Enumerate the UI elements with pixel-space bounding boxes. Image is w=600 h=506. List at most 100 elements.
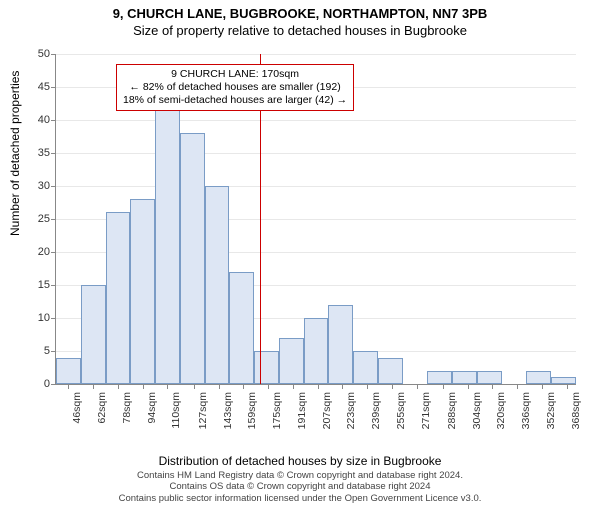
histogram-bar bbox=[229, 272, 254, 384]
histogram-bar bbox=[279, 338, 304, 384]
x-axis-label: Distribution of detached houses by size … bbox=[0, 454, 600, 468]
y-tick-label: 45 bbox=[38, 81, 50, 93]
y-tick-label: 10 bbox=[38, 312, 50, 324]
x-tick-label: 94sqm bbox=[146, 392, 158, 424]
y-tick bbox=[51, 318, 56, 319]
y-tick bbox=[51, 153, 56, 154]
y-tick-label: 30 bbox=[38, 180, 50, 192]
footer-line-3: Contains public sector information licen… bbox=[0, 493, 600, 504]
histogram-bar bbox=[106, 212, 131, 384]
y-axis-label: Number of detached properties bbox=[8, 71, 22, 236]
histogram-bar bbox=[526, 371, 551, 384]
x-tick-label: 288sqm bbox=[446, 392, 458, 429]
x-tick-label: 336sqm bbox=[520, 392, 532, 429]
annotation-line-3: 18% of semi-detached houses are larger (… bbox=[123, 94, 347, 107]
y-tick bbox=[51, 186, 56, 187]
grid-line bbox=[56, 153, 576, 154]
histogram-bar bbox=[205, 186, 230, 384]
y-tick bbox=[51, 120, 56, 121]
y-tick-label: 40 bbox=[38, 114, 50, 126]
x-tick-label: 46sqm bbox=[71, 392, 83, 424]
y-tick-label: 50 bbox=[38, 48, 50, 60]
plot-region: 0510152025303540455046sqm62sqm78sqm94sqm… bbox=[55, 54, 576, 385]
x-tick bbox=[517, 384, 518, 389]
y-tick bbox=[51, 351, 56, 352]
histogram-bar bbox=[551, 377, 576, 384]
y-tick bbox=[51, 219, 56, 220]
chart-area: 0510152025303540455046sqm62sqm78sqm94sqm… bbox=[55, 54, 575, 424]
x-tick-label: 143sqm bbox=[222, 392, 234, 429]
annotation-line-2: ← 82% of detached houses are smaller (19… bbox=[123, 81, 347, 94]
x-tick-label: 223sqm bbox=[345, 392, 357, 429]
histogram-bar bbox=[304, 318, 329, 384]
chart-title-address: 9, CHURCH LANE, BUGBROOKE, NORTHAMPTON, … bbox=[0, 6, 600, 21]
x-tick bbox=[194, 384, 195, 389]
x-tick-label: 175sqm bbox=[271, 392, 283, 429]
x-tick-label: 255sqm bbox=[395, 392, 407, 429]
x-tick-label: 207sqm bbox=[321, 392, 333, 429]
x-tick bbox=[367, 384, 368, 389]
x-tick-label: 352sqm bbox=[545, 392, 557, 429]
x-tick bbox=[93, 384, 94, 389]
x-tick bbox=[219, 384, 220, 389]
x-tick-label: 78sqm bbox=[121, 392, 133, 424]
x-tick bbox=[443, 384, 444, 389]
grid-line bbox=[56, 186, 576, 187]
y-tick-label: 5 bbox=[44, 345, 50, 357]
x-tick bbox=[167, 384, 168, 389]
histogram-bar bbox=[130, 199, 155, 384]
x-tick-label: 320sqm bbox=[495, 392, 507, 429]
y-tick bbox=[51, 87, 56, 88]
y-tick-label: 35 bbox=[38, 147, 50, 159]
x-tick-label: 159sqm bbox=[246, 392, 258, 429]
y-tick-label: 25 bbox=[38, 213, 50, 225]
y-tick-label: 20 bbox=[38, 246, 50, 258]
histogram-bar bbox=[477, 371, 502, 384]
x-tick-label: 191sqm bbox=[296, 392, 308, 429]
x-tick bbox=[118, 384, 119, 389]
y-tick-label: 15 bbox=[38, 279, 50, 291]
footer-line-1: Contains HM Land Registry data © Crown c… bbox=[0, 470, 600, 481]
x-tick-label: 127sqm bbox=[197, 392, 209, 429]
grid-line bbox=[56, 120, 576, 121]
histogram-bar bbox=[328, 305, 353, 384]
chart-title-subtitle: Size of property relative to detached ho… bbox=[0, 23, 600, 38]
histogram-bar bbox=[56, 358, 81, 384]
x-tick bbox=[143, 384, 144, 389]
histogram-bar bbox=[81, 285, 106, 384]
histogram-bar bbox=[254, 351, 279, 384]
grid-line bbox=[56, 54, 576, 55]
histogram-bar bbox=[353, 351, 378, 384]
x-tick bbox=[542, 384, 543, 389]
x-tick-label: 271sqm bbox=[420, 392, 432, 429]
x-tick bbox=[392, 384, 393, 389]
x-tick bbox=[417, 384, 418, 389]
histogram-bar bbox=[427, 371, 452, 384]
y-tick bbox=[51, 285, 56, 286]
x-tick bbox=[318, 384, 319, 389]
x-tick bbox=[567, 384, 568, 389]
x-tick bbox=[243, 384, 244, 389]
x-tick-label: 239sqm bbox=[370, 392, 382, 429]
footer-attribution: Contains HM Land Registry data © Crown c… bbox=[0, 470, 600, 504]
histogram-bar bbox=[180, 133, 205, 384]
x-tick bbox=[492, 384, 493, 389]
x-tick bbox=[68, 384, 69, 389]
x-tick-label: 62sqm bbox=[96, 392, 108, 424]
x-tick bbox=[342, 384, 343, 389]
footer-line-2: Contains OS data © Crown copyright and d… bbox=[0, 481, 600, 492]
y-tick bbox=[51, 54, 56, 55]
x-tick bbox=[468, 384, 469, 389]
histogram-bar bbox=[155, 107, 180, 384]
x-tick bbox=[293, 384, 294, 389]
y-tick bbox=[51, 252, 56, 253]
y-tick-label: 0 bbox=[44, 378, 50, 390]
x-tick-label: 368sqm bbox=[570, 392, 582, 429]
annotation-box: 9 CHURCH LANE: 170sqm← 82% of detached h… bbox=[116, 64, 354, 111]
x-tick-label: 110sqm bbox=[170, 392, 182, 429]
histogram-bar bbox=[452, 371, 477, 384]
histogram-bar bbox=[378, 358, 403, 384]
y-tick bbox=[51, 384, 56, 385]
annotation-line-1: 9 CHURCH LANE: 170sqm bbox=[123, 68, 347, 81]
x-tick bbox=[268, 384, 269, 389]
